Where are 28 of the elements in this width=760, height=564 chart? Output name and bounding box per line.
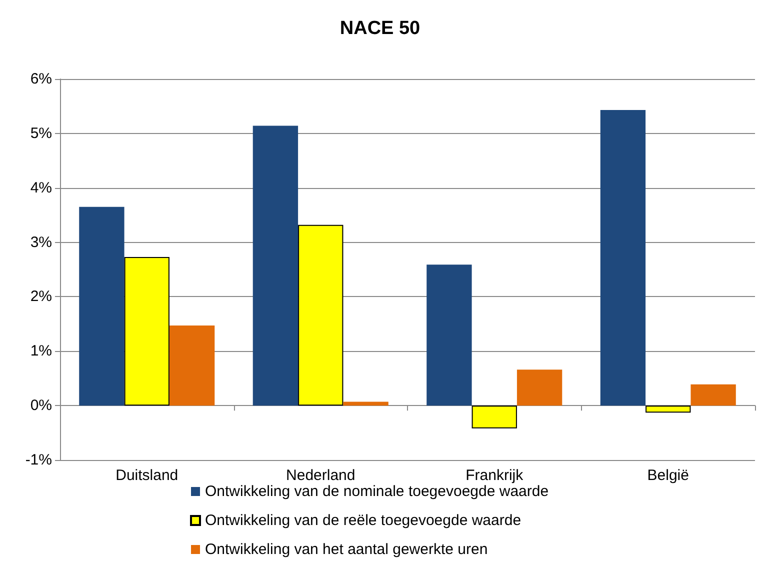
bar	[690, 384, 736, 406]
legend-label: Ontwikkeling van de nominale toegevoegde waarde	[205, 483, 549, 500]
bar	[124, 256, 170, 406]
bar	[298, 224, 344, 406]
y-tick-label: 4%	[30, 179, 52, 196]
y-tick-label: 6%	[30, 70, 52, 88]
y-tick-label: -1%	[25, 452, 52, 468]
bar	[79, 206, 124, 406]
y-tick-label: 1%	[30, 342, 52, 360]
x-tick-label: Frankrijk	[466, 467, 524, 484]
bar	[426, 264, 472, 406]
x-tick-label: Duitsland	[116, 467, 178, 484]
chart-title: NACE 50	[340, 18, 420, 39]
y-tick-label: 5%	[30, 124, 52, 142]
bar	[252, 126, 298, 406]
y-tick-label: 3%	[30, 234, 52, 251]
bar	[516, 370, 562, 406]
bar	[646, 406, 691, 413]
x-tick-label: België	[647, 467, 689, 484]
bar	[600, 110, 646, 406]
x-tick-label: Nederland	[286, 467, 356, 484]
bar	[169, 326, 215, 406]
y-tick-label: 0%	[30, 397, 52, 414]
legend-label: Ontwikkeling van de reële toegevoegde waarde	[205, 512, 522, 529]
y-tick-label: 2%	[30, 288, 52, 306]
legend-label: Ontwikkeling van het aantal gewerkte uren	[205, 541, 488, 558]
bar	[343, 402, 388, 406]
bar	[472, 406, 517, 428]
